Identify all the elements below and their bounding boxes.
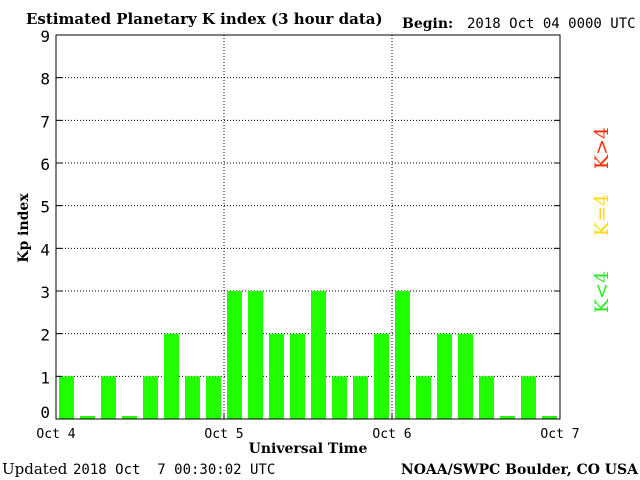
bars [59,291,557,419]
updated-label: Updated [2,460,68,478]
legend-item: K=4 [591,194,613,236]
y-tick-label: 5 [40,198,50,217]
y-tick-label: 9 [40,27,50,46]
axis-ticks: 0 1 2 3 4 5 6 7 8 9 Oct 4 Oct 5 Oct 6 Oct 7 [36,27,579,442]
y-axis-label: Kp index [16,193,32,263]
kp-bar [101,376,116,419]
legend-item: K>4 [591,127,613,169]
x-axis-label: Universal Time [249,441,368,457]
kp-bar [269,333,284,419]
chart-title: Estimated Planetary K index (3 hour data… [26,10,383,28]
x-tick-label: Oct 4 [36,427,75,442]
y-tick-label: 2 [40,326,50,345]
kp-bar [143,376,158,419]
y-tick-label: 6 [40,155,50,174]
grid-lines [56,35,560,419]
kp-bar [311,291,326,419]
kp-bar [542,416,557,419]
plot-frame [55,34,561,420]
begin-label: Begin: [402,16,453,32]
kp-bar [206,376,221,419]
y-tick-label: 8 [40,70,50,89]
kp-bar [416,376,431,419]
kp-bar [458,333,473,419]
kp-bar [290,333,305,419]
kp-bar [479,376,494,419]
y-tick-label: 3 [40,283,50,302]
kp-bar [332,376,347,419]
kp-bar [185,376,200,419]
kp-bar [353,376,368,419]
source-credit: NOAA/SWPC Boulder, CO USA [401,462,639,478]
kp-bar [248,291,263,419]
updated-value: 2018 Oct 7 00:30:02 UTC [73,462,275,478]
y-tick-label: 7 [40,112,50,131]
kp-bar [80,416,95,419]
legend: K>4 K=4 K<4 [591,127,613,313]
x-tick-label: Oct 5 [204,427,243,442]
legend-item: K<4 [591,271,613,313]
kp-bar [395,291,410,419]
kp-bar [227,291,242,419]
kp-bar [122,416,137,419]
y-tick-label: 1 [40,368,50,387]
kp-bar [500,416,515,419]
kp-bar [164,333,179,419]
kp-bar [521,376,536,419]
y-tick-label: 0 [40,403,50,422]
kp-bar [59,376,74,419]
x-tick-label: Oct 6 [372,427,411,442]
kp-bar [374,333,389,419]
begin-value: 2018 Oct 04 0000 UTC [467,16,636,32]
y-tick-label: 4 [40,240,50,259]
x-tick-label: Oct 7 [540,427,579,442]
kp-bar [437,333,452,419]
